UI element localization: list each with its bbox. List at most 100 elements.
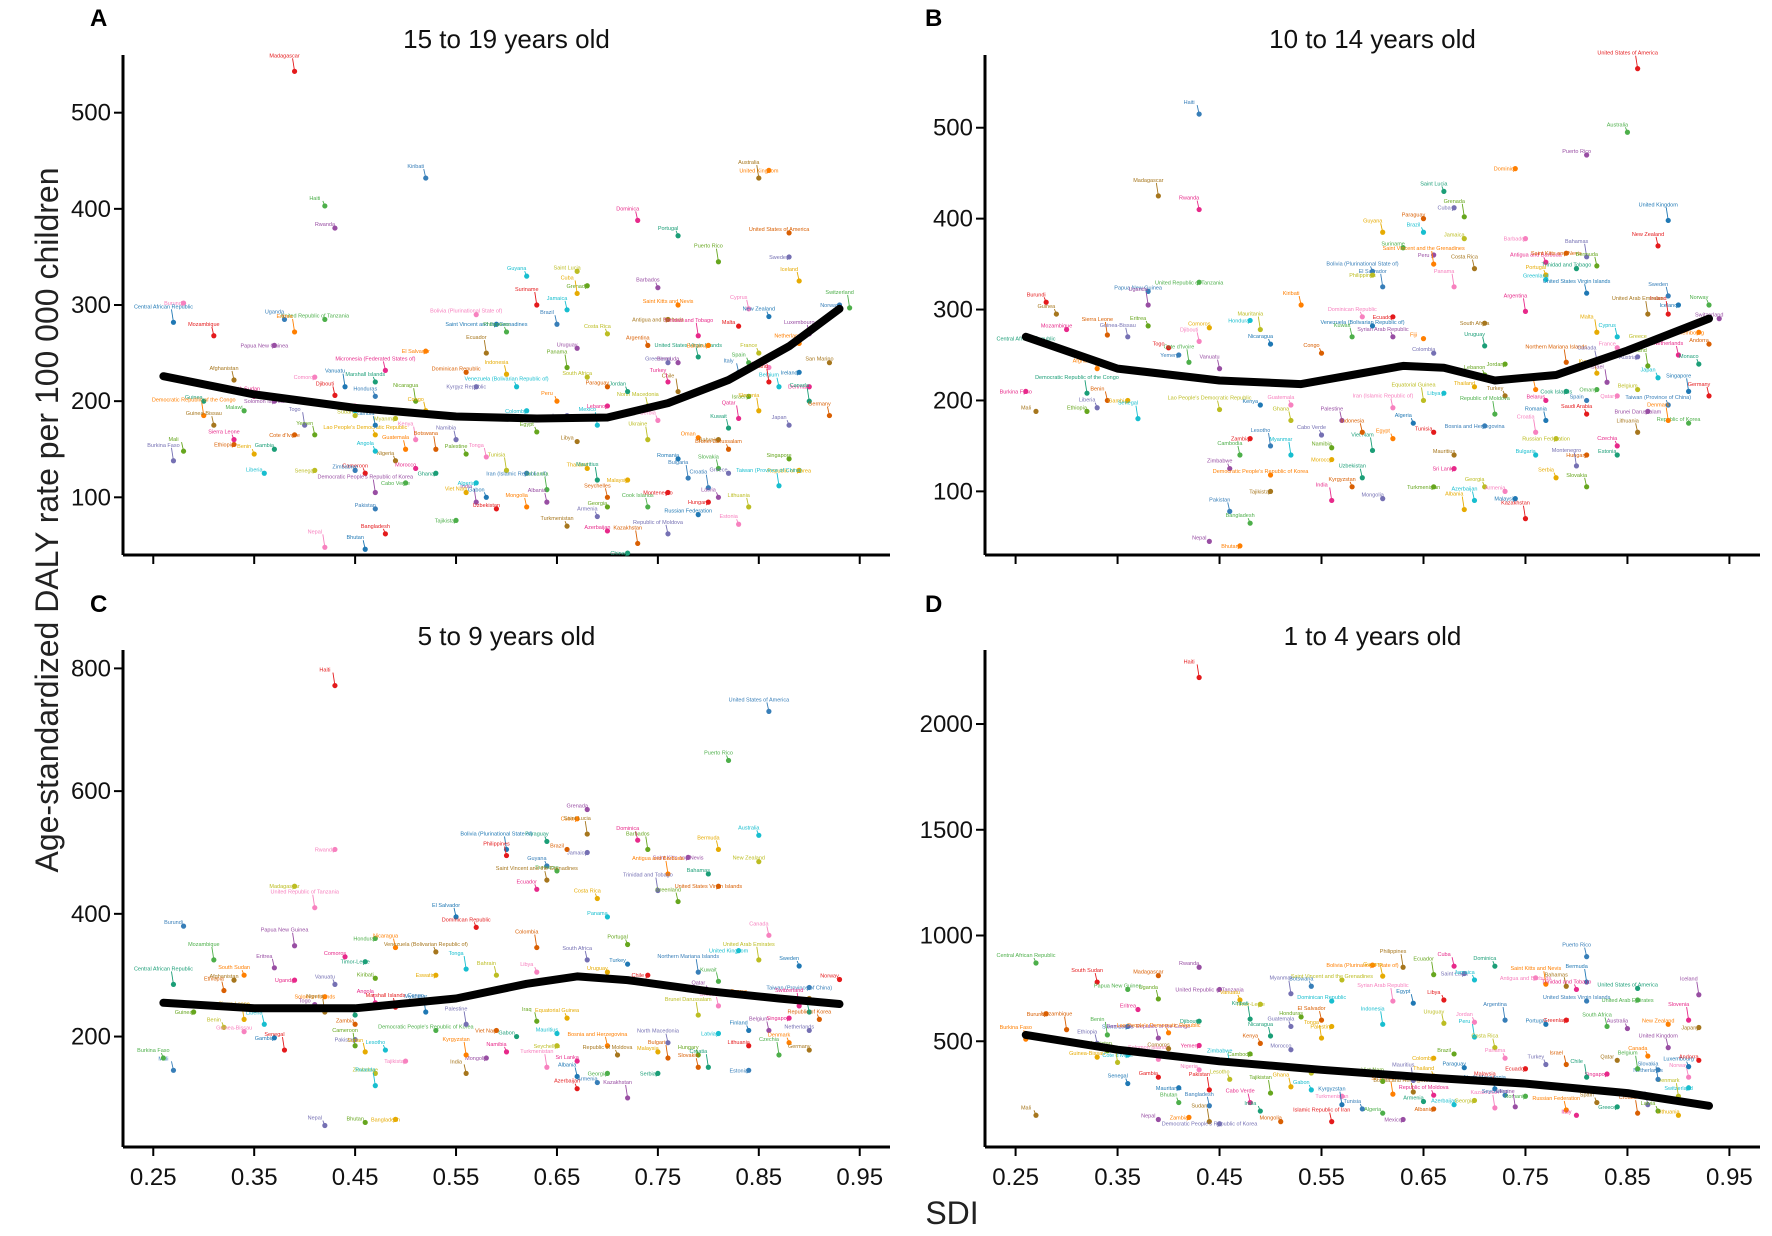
data-point (1196, 964, 1202, 970)
point-label: Canada (1577, 346, 1597, 352)
point-label: Colombia (1412, 347, 1436, 353)
panel-c-x-tick-label: 0.45 (332, 1164, 379, 1191)
data-point (433, 446, 439, 452)
data-point (463, 1070, 469, 1076)
point-label: Turkmenistan (1407, 485, 1440, 491)
point-label: Turkmenistan (520, 1049, 553, 1055)
point-label: Azerbaijan (554, 1079, 580, 1085)
data-point (715, 259, 722, 265)
data-point (433, 949, 439, 955)
point-label: Malaysia (607, 478, 630, 484)
data-point (362, 1119, 368, 1126)
data-point (544, 838, 550, 845)
data-point (1553, 475, 1559, 481)
point-label: Greenland (1523, 274, 1549, 280)
point-label: Republic of Korea (1657, 417, 1702, 423)
point-label: New Zealand (733, 856, 765, 862)
data-point (1369, 272, 1376, 278)
data-point (786, 1015, 792, 1021)
data-point (1329, 456, 1335, 463)
data-point (1461, 506, 1467, 513)
data-point (695, 1064, 701, 1070)
point-label: Palestine (1310, 1024, 1333, 1030)
point-label: Nepal (1141, 1114, 1155, 1120)
data-point (1675, 352, 1682, 358)
data-point (544, 487, 550, 493)
point-label: Bulgaria (1516, 449, 1537, 455)
data-point (675, 360, 681, 366)
point-label: Peru (1418, 253, 1430, 259)
panel-a-points: Madagascar Kiribati Haiti Rwanda United King… (134, 53, 854, 557)
point-label: Guatemala (1267, 1016, 1295, 1022)
data-point (352, 412, 358, 419)
point-label: Qatar (1600, 1054, 1614, 1060)
data-point (473, 312, 479, 318)
data-point (1441, 390, 1447, 396)
data-point (453, 914, 459, 920)
point-label: Brunei Darussalam (1614, 409, 1661, 415)
point-label: Malta (722, 320, 736, 326)
point-label: Colombia (505, 409, 529, 415)
point-label: Papua New Guinea (1094, 983, 1143, 989)
point-label: Mongolia (1362, 493, 1385, 499)
point-label: Ethiopia (1077, 1029, 1098, 1035)
point-label: Republic of Korea (787, 1009, 832, 1015)
point-label: Gambia (1139, 1071, 1159, 1077)
data-point (483, 350, 489, 356)
panel-d: D 1 to 4 years old 500 1000 1500 2000 0.25 0.35… (920, 591, 1760, 1191)
point-label: Netherlands (774, 333, 804, 339)
data-point (1206, 1103, 1212, 1109)
point-label: Cabo Verde (381, 481, 410, 487)
point-label: Slovakia (1566, 473, 1588, 479)
point-label: Democratic People's Republic of Korea (1213, 469, 1309, 475)
point-label: Kiribati (1283, 291, 1300, 297)
point-label: Australia (738, 825, 760, 831)
point-label: Guinea-Bissau (216, 1026, 252, 1032)
data-point (1380, 1021, 1386, 1027)
point-label: Greenland (1543, 1018, 1569, 1024)
data-point (493, 321, 500, 327)
point-label: Gabon (468, 487, 485, 493)
data-point (1706, 302, 1712, 308)
data-point (725, 757, 732, 764)
data-point (1329, 1023, 1335, 1030)
data-point (766, 364, 772, 371)
point-label: Egypt (1396, 989, 1411, 995)
point-label: Saint Vincent and the Grenadines (1291, 974, 1373, 980)
point-label: Barbados (626, 831, 650, 837)
data-point (1206, 538, 1212, 544)
data-point (402, 1058, 409, 1064)
point-label: Gabon (1293, 1080, 1310, 1086)
point-label: Bhutan (1160, 1093, 1177, 1099)
data-point (1584, 979, 1590, 985)
point-label: Eritrea (1120, 1004, 1137, 1010)
data-point (1196, 674, 1202, 681)
point-label: Ukraine (628, 422, 647, 428)
data-point (645, 342, 651, 348)
point-label: Antigua and Barbuda (632, 317, 685, 323)
point-label: Republic of Moldova (633, 520, 684, 526)
point-label: Pakistan (1189, 1072, 1210, 1078)
point-label: Palestine (445, 1006, 468, 1012)
point-label: Cabo Verde (1297, 425, 1326, 431)
point-label: Burundi (164, 301, 183, 307)
point-label: Senegal (264, 1032, 284, 1038)
data-point (342, 384, 348, 390)
point-label: Slovenia (738, 393, 760, 399)
point-label: India (460, 484, 473, 490)
data-point (554, 1030, 560, 1037)
point-label: United Kingdom (1639, 1034, 1679, 1040)
data-point (1288, 1084, 1294, 1090)
point-label: Central African Republic (134, 304, 193, 310)
panel-c-points: Haiti United States of America Puerto Rico… (134, 668, 843, 1129)
data-point (1584, 484, 1590, 490)
data-point (1655, 1108, 1661, 1114)
data-point (806, 1027, 812, 1034)
point-label: Zimbabwe (1207, 459, 1232, 465)
data-point (1176, 352, 1182, 358)
data-point (271, 965, 277, 971)
point-label: Hungary (678, 1045, 699, 1051)
point-label: New Zealand (743, 307, 775, 313)
point-label: Jamaica (547, 296, 568, 302)
data-point (544, 499, 550, 505)
